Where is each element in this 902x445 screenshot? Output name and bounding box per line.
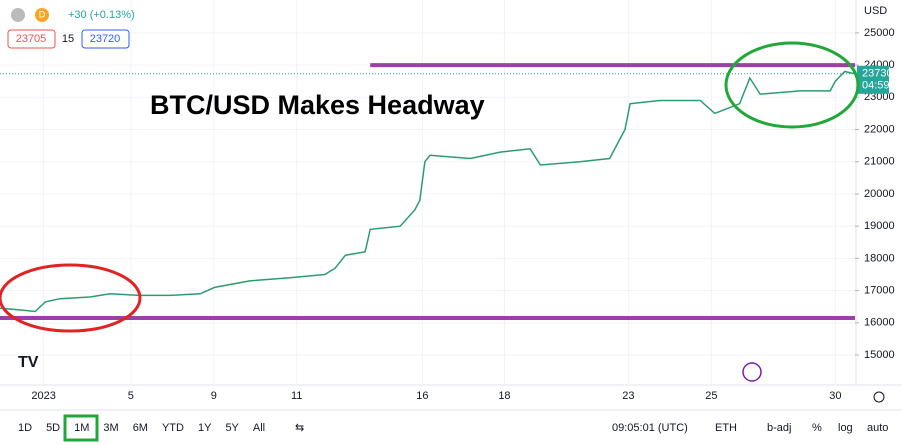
y-tick-label: 15000 (864, 349, 895, 361)
y-tick-label: 18000 (864, 252, 895, 264)
ask-box[interactable] (81, 29, 130, 49)
bid-box[interactable] (7, 29, 56, 49)
range-button[interactable]: All (253, 422, 265, 434)
x-tick-label: 9 (211, 390, 217, 402)
last-price-tag (857, 65, 889, 94)
settings-icon[interactable] (873, 391, 885, 403)
spread: 15 (62, 33, 74, 45)
range-button[interactable]: YTD (162, 422, 184, 434)
y-tick-label: 25000 (864, 27, 895, 39)
y-tick-label: 19000 (864, 220, 895, 232)
ask: 23720 (90, 33, 121, 45)
option-button[interactable]: log (838, 422, 853, 434)
range-button[interactable]: 5Y (225, 422, 239, 434)
session[interactable]: ETH (715, 422, 737, 434)
x-tick-label: 25 (705, 390, 717, 402)
compare-icon[interactable]: ⇆ (295, 422, 304, 434)
countdown: 04:59 (862, 80, 890, 92)
change: +30 (+0.13%) (68, 9, 135, 21)
x-tick-label: 30 (829, 390, 841, 402)
icon (11, 8, 25, 22)
last-price-label: 23730 (862, 68, 893, 80)
x-tick-label: 16 (416, 390, 428, 402)
bid: 23705 (16, 33, 47, 45)
interval-badge: D (39, 9, 46, 19)
range-button[interactable]: 1Y (198, 422, 212, 434)
chart-title: BTC/USD Makes Headway (150, 90, 485, 120)
clock: 09:05:01 (UTC) (612, 422, 688, 434)
x-tick-label: 11 (291, 390, 302, 402)
icon (35, 8, 49, 22)
x-tick-label: 23 (622, 390, 634, 402)
range-highlight (63, 414, 99, 442)
highlight-circle (724, 41, 860, 129)
option-button[interactable]: b-adj (767, 422, 791, 434)
x-tick-label: 5 (128, 390, 134, 402)
option-button[interactable]: % (812, 422, 822, 434)
y-tick-label: 17000 (864, 285, 895, 297)
range-button[interactable]: 1D (18, 422, 32, 434)
highlight-circle (0, 263, 142, 333)
currency: USD (864, 5, 887, 17)
x-tick-label: 18 (498, 390, 510, 402)
range-button[interactable]: 3M (103, 422, 118, 434)
range-button[interactable]: 1M (74, 422, 89, 434)
y-tick-label: 22000 (864, 123, 895, 135)
y-tick-label: 20000 (864, 188, 895, 200)
price-line (0, 70, 856, 313)
logo: TV (18, 354, 39, 371)
x-tick-label: 2023 (31, 390, 55, 402)
y-tick-label: 21000 (864, 156, 895, 168)
range-button[interactable]: 6M (133, 422, 148, 434)
y-tick-label: 16000 (864, 317, 895, 329)
y-tick-label: 23000 (864, 91, 895, 103)
range-button[interactable]: 5D (46, 422, 60, 434)
goto-icon[interactable] (742, 362, 762, 382)
option-button[interactable]: auto (867, 422, 888, 434)
